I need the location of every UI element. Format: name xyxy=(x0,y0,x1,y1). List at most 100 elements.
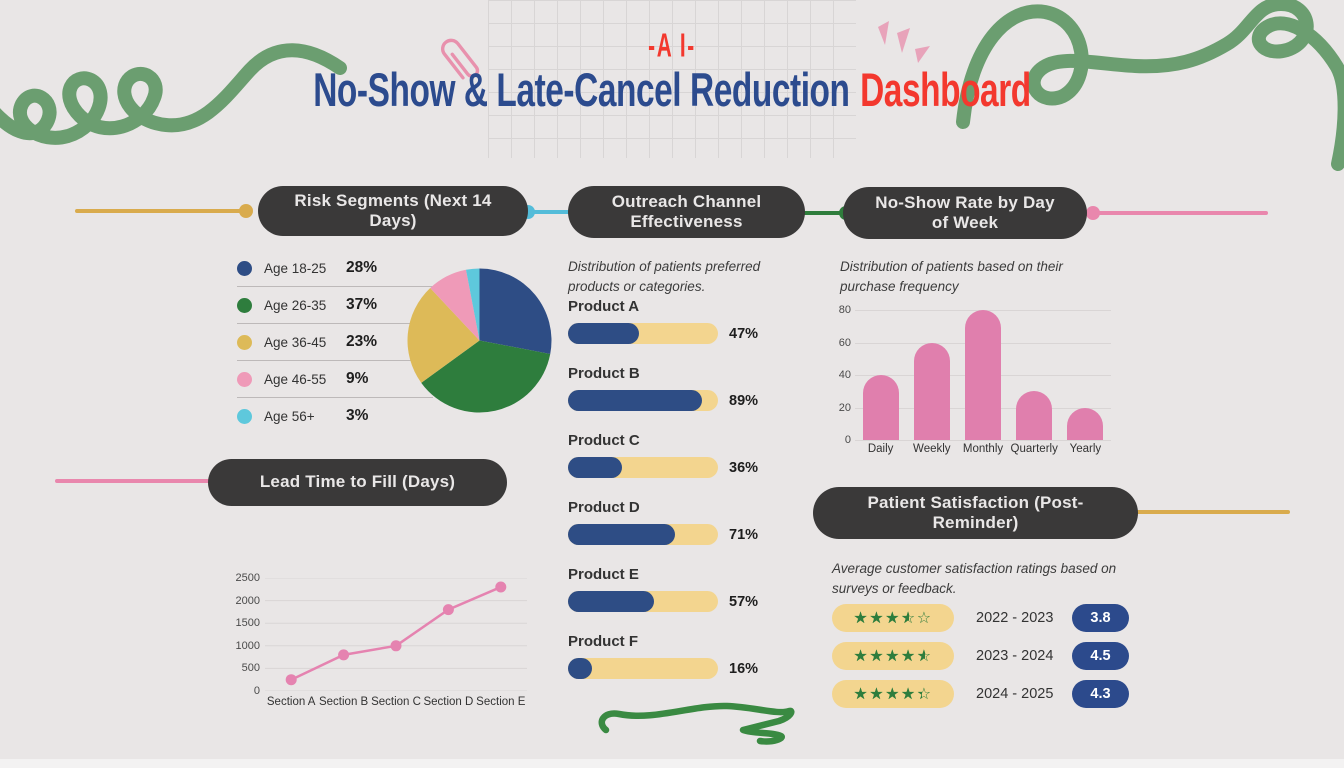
connector-line-gold-right xyxy=(1120,510,1290,514)
rating-period: 2022 - 2023 xyxy=(976,610,1054,626)
outreach-subtitle: Distribution of patients preferred produ… xyxy=(568,259,761,295)
product-bar: 71% xyxy=(568,524,798,545)
product-value: 47% xyxy=(729,325,759,342)
connector-line-green xyxy=(777,211,847,215)
product-label: Product A xyxy=(568,298,640,315)
y-tick-label: 2500 xyxy=(235,572,260,584)
page-kicker: -A I- xyxy=(648,25,696,65)
connector-dot-pink-right xyxy=(1086,206,1100,220)
legend-row: Age 36-45 23% xyxy=(237,324,433,361)
risk-pie xyxy=(407,268,552,413)
y-tick-label: 60 xyxy=(838,336,851,349)
rating-period: 2024 - 2025 xyxy=(976,686,1054,702)
legend-row: Age 46-55 9% xyxy=(237,361,433,398)
product-row: Product E 57% xyxy=(568,566,798,612)
product-label: Product C xyxy=(568,432,640,449)
connector-line-gold-left xyxy=(75,209,251,213)
star-outline-icons: ☆☆☆☆☆ xyxy=(853,646,933,665)
star-outline-icons: ☆☆☆☆☆ xyxy=(853,684,933,703)
connector-line-pink-left xyxy=(55,479,227,483)
product-bar-track xyxy=(568,323,718,344)
y-tick-label: 2000 xyxy=(235,594,260,607)
gridline xyxy=(855,440,1111,441)
product-row: Product A 47% xyxy=(568,298,798,344)
pie-slice xyxy=(479,268,552,354)
legend-row: Age 56+ 3% xyxy=(237,398,433,434)
satisfaction-row: ☆☆☆☆☆★★★★★ 2022 - 2023 3.8 xyxy=(832,604,1129,632)
x-tick-label: Section B xyxy=(318,696,369,708)
bar xyxy=(913,342,950,440)
legend-swatch xyxy=(237,334,252,350)
connector-dot-gold-left xyxy=(239,204,253,218)
line-marker xyxy=(442,604,454,616)
risk-section-title: Risk Segments (Next 14 Days) xyxy=(258,186,528,236)
x-tick-label: Monthly xyxy=(962,443,1004,455)
star-outline-icons: ☆☆☆☆☆ xyxy=(853,608,933,627)
y-tick-label: 20 xyxy=(838,401,851,414)
product-bar-fill xyxy=(568,457,622,478)
star-rating-pill: ☆☆☆☆☆★★★★★ xyxy=(832,680,954,708)
line-marker xyxy=(495,581,507,593)
noshow-plot xyxy=(855,310,1111,441)
legend-label: Age 36-45 xyxy=(264,334,327,350)
y-tick-label: 80 xyxy=(838,304,851,316)
legend-label: Age 56+ xyxy=(264,408,315,424)
star-rating: ☆☆☆☆☆★★★★★ xyxy=(853,686,932,702)
product-row: Product C 36% xyxy=(568,432,798,478)
x-tick-label: Daily xyxy=(867,443,894,455)
legend-label: Age 26-35 xyxy=(264,297,327,313)
pie-slice xyxy=(430,269,480,341)
product-bar: 16% xyxy=(568,658,798,679)
product-bar: 89% xyxy=(568,390,798,411)
rating-period: 2023 - 2024 xyxy=(976,648,1054,664)
satisfaction-section-title: Patient Satisfaction (Post-Reminder) xyxy=(813,487,1138,539)
pie-slice xyxy=(421,340,551,413)
page-title: No-Show & Late-Cancel Reduction Dashboard xyxy=(81,65,1264,119)
legend-row: Age 18-25 28% xyxy=(237,250,433,287)
star-rating: ☆☆☆☆☆★★★★★ xyxy=(853,648,932,664)
bar xyxy=(1016,391,1053,440)
connector-line-pink-right xyxy=(1093,211,1268,215)
product-bar-track xyxy=(568,524,718,545)
satisfaction-subtitle: Average customer satisfaction ratings ba… xyxy=(832,561,1117,597)
legend-swatch xyxy=(237,297,252,313)
product-value: 71% xyxy=(729,526,759,543)
star-rating-pill: ☆☆☆☆☆★★★★★ xyxy=(832,642,954,670)
legend-swatch xyxy=(237,371,252,387)
product-label: Product D xyxy=(568,499,640,516)
legend-swatch xyxy=(237,408,252,424)
risk-legend: Age 18-25 28% Age 26-35 37% Age 36-45 23% Age … xyxy=(237,250,433,434)
y-tick-label: 1500 xyxy=(235,617,260,630)
product-value: 16% xyxy=(729,660,759,677)
product-value: 89% xyxy=(729,392,759,409)
star-rating-pill: ☆☆☆☆☆★★★★★ xyxy=(832,604,954,632)
y-tick-label: 1000 xyxy=(235,639,260,652)
product-bar-fill xyxy=(568,323,639,344)
x-tick-label: Quarterly xyxy=(1010,443,1058,455)
product-bar-track xyxy=(568,390,718,411)
y-tick-label: 0 xyxy=(253,685,260,697)
product-bar-fill xyxy=(568,591,654,612)
bar xyxy=(862,375,899,440)
line-marker xyxy=(338,649,350,661)
legend-label: Age 46-55 xyxy=(264,371,327,387)
product-value: 36% xyxy=(729,459,759,476)
legend-value: 23% xyxy=(346,333,378,350)
outreach-section-title: Outreach Channel Effectiveness xyxy=(568,186,805,238)
product-bar: 36% xyxy=(568,457,798,478)
legend-swatch xyxy=(237,260,252,276)
noshow-section-title: No-Show Rate by Day of Week xyxy=(843,187,1087,239)
product-bar-track xyxy=(568,457,718,478)
y-tick-label: 500 xyxy=(241,662,260,675)
page-title-blue: No-Show & Late-Cancel Reduction xyxy=(313,64,850,118)
x-tick-label: Section C xyxy=(371,696,421,708)
rating-score-badge: 3.8 xyxy=(1072,604,1129,632)
line-marker xyxy=(285,674,297,686)
x-tick-label: Section A xyxy=(266,696,316,708)
x-tick-label: Weekly xyxy=(913,443,951,455)
x-tick-label: Yearly xyxy=(1069,443,1102,455)
star-filled-icons: ★★★★★ xyxy=(853,610,908,626)
product-row: Product B 89% xyxy=(568,365,798,411)
